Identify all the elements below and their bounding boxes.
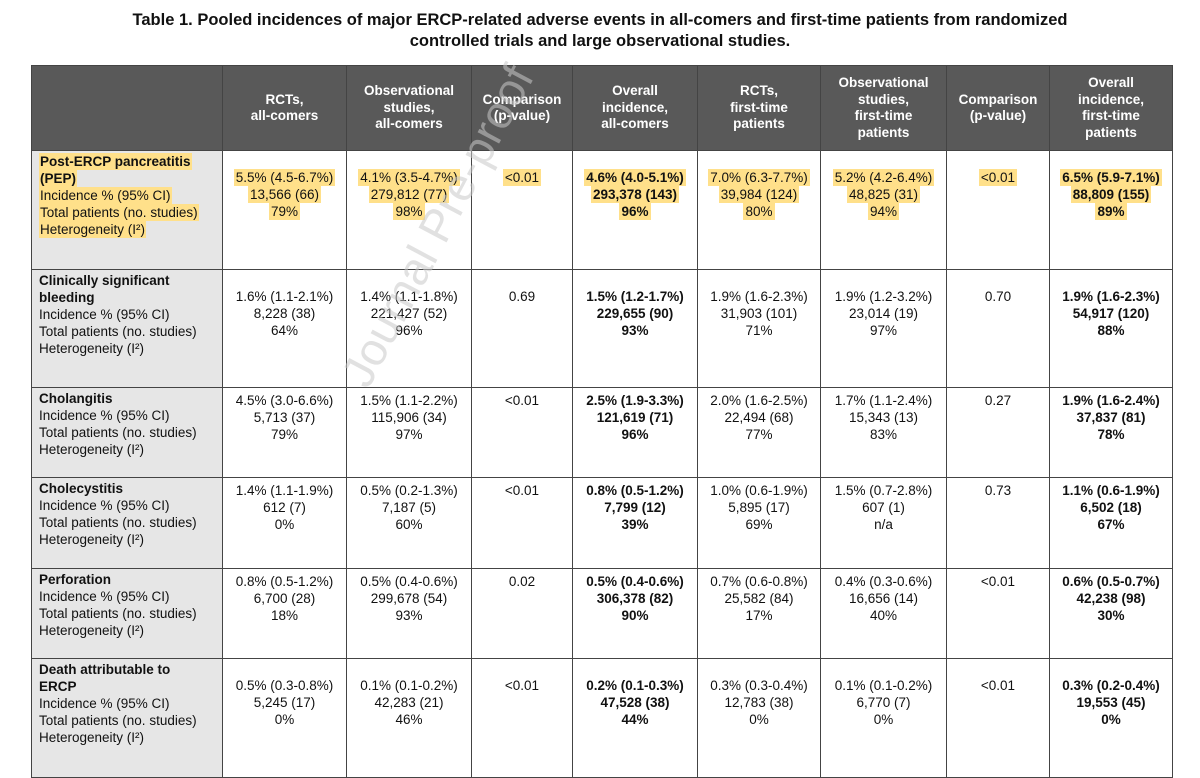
cell-rct-first: 7.0% (6.3-7.7%) 39,984 (124) 80%: [697, 150, 821, 270]
row-header: Post-ERCP pancreatitis (PEP) Incidence %…: [31, 150, 223, 270]
cell-rct-first: 0.3% (0.3-0.4%) 12,783 (38) 0%: [697, 658, 821, 778]
cell-obs-all: 1.4% (1.1-1.8%) 221,427 (52) 96%: [346, 269, 472, 388]
cell-p-value-1: <0.01: [471, 658, 573, 778]
cell-p-value-2: 0.27: [946, 387, 1050, 478]
cell-obs-first: 1.5% (0.7-2.8%) 607 (1) n/a: [820, 477, 947, 569]
cell-p-value-2: <0.01: [946, 150, 1050, 270]
table-row-cholecystitis: Cholecystitis Incidence % (95% CI) Total…: [31, 477, 1173, 569]
cell-obs-first: 1.7% (1.1-2.4%) 15,343 (13) 83%: [820, 387, 947, 478]
table-row-bleeding: Clinically significant bleeding Incidenc…: [31, 269, 1173, 388]
adverse-events-table: RCTs, all-comers Observational studies, …: [31, 65, 1173, 778]
cell-obs-all: 4.1% (3.5-4.7%) 279,812 (77) 98%: [346, 150, 472, 270]
table-row-cholangitis: Cholangitis Incidence % (95% CI) Total p…: [31, 387, 1173, 478]
cell-overall-first: 1.1% (0.6-1.9%) 6,502 (18) 67%: [1049, 477, 1173, 569]
cell-rct-all: 0.5% (0.3-0.8%) 5,245 (17) 0%: [222, 658, 347, 778]
cell-rct-first: 2.0% (1.6-2.5%) 22,494 (68) 77%: [697, 387, 821, 478]
cell-overall-first: 1.9% (1.6-2.3%) 54,917 (120) 88%: [1049, 269, 1173, 388]
cell-overall-first: 6.5% (5.9-7.1%) 88,809 (155) 89%: [1049, 150, 1173, 270]
cell-obs-all: 1.5% (1.1-2.2%) 115,906 (34) 97%: [346, 387, 472, 478]
cell-overall-first: 0.6% (0.5-0.7%) 42,238 (98) 30%: [1049, 568, 1173, 659]
cell-overall-all: 2.5% (1.9-3.3%) 121,619 (71) 96%: [572, 387, 698, 478]
cell-p-value-1: <0.01: [471, 477, 573, 569]
header-comparison-2: Comparison (p-value): [946, 65, 1050, 151]
cell-obs-all: 0.5% (0.4-0.6%) 299,678 (54) 93%: [346, 568, 472, 659]
cell-obs-first: 0.1% (0.1-0.2%) 6,770 (7) 0%: [820, 658, 947, 778]
header-rct-all: RCTs, all-comers: [222, 65, 347, 151]
table-row-pep: Post-ERCP pancreatitis (PEP) Incidence %…: [31, 150, 1173, 270]
cell-rct-first: 1.9% (1.6-2.3%) 31,903 (101) 71%: [697, 269, 821, 388]
header-obs-all: Observational studies, all-comers: [346, 65, 472, 151]
cell-rct-all: 0.8% (0.5-1.2%) 6,700 (28) 18%: [222, 568, 347, 659]
cell-rct-all: 1.4% (1.1-1.9%) 612 (7) 0%: [222, 477, 347, 569]
header-overall-all: Overall incidence, all-comers: [572, 65, 698, 151]
cell-overall-first: 0.3% (0.2-0.4%) 19,553 (45) 0%: [1049, 658, 1173, 778]
table-row-death: Death attributable to ERCP Incidence % (…: [31, 658, 1173, 778]
cell-obs-first: 1.9% (1.2-3.2%) 23,014 (19) 97%: [820, 269, 947, 388]
row-header: Clinically significant bleeding Incidenc…: [31, 269, 223, 388]
table-title: Table 1. Pooled incidences of major ERCP…: [40, 10, 1160, 52]
cell-rct-all: 1.6% (1.1-2.1%) 8,228 (38) 64%: [222, 269, 347, 388]
row-header: Death attributable to ERCP Incidence % (…: [31, 658, 223, 778]
cell-overall-all: 4.6% (4.0-5.1%) 293,378 (143) 96%: [572, 150, 698, 270]
cell-rct-all: 5.5% (4.5-6.7%) 13,566 (66) 79%: [222, 150, 347, 270]
cell-rct-first: 1.0% (0.6-1.9%) 5,895 (17) 69%: [697, 477, 821, 569]
title-line-1: Table 1. Pooled incidences of major ERCP…: [132, 11, 1068, 29]
cell-p-value-2: 0.73: [946, 477, 1050, 569]
header-row: RCTs, all-comers Observational studies, …: [31, 65, 1173, 151]
cell-obs-first: 0.4% (0.3-0.6%) 16,656 (14) 40%: [820, 568, 947, 659]
table-row-perforation: Perforation Incidence % (95% CI) Total p…: [31, 568, 1173, 659]
cell-obs-first: 5.2% (4.2-6.4%) 48,825 (31) 94%: [820, 150, 947, 270]
header-comparison-1: Comparison (p-value): [471, 65, 573, 151]
header-corner: [31, 65, 223, 151]
cell-p-value-2: <0.01: [946, 568, 1050, 659]
row-header: Perforation Incidence % (95% CI) Total p…: [31, 568, 223, 659]
row-header: Cholecystitis Incidence % (95% CI) Total…: [31, 477, 223, 569]
cell-overall-all: 0.2% (0.1-0.3%) 47,528 (38) 44%: [572, 658, 698, 778]
cell-p-value-1: 0.69: [471, 269, 573, 388]
cell-overall-all: 0.8% (0.5-1.2%) 7,799 (12) 39%: [572, 477, 698, 569]
header-obs-first: Observational studies, first-time patien…: [820, 65, 947, 151]
cell-p-value-1: <0.01: [471, 150, 573, 270]
cell-p-value-1: <0.01: [471, 387, 573, 478]
cell-p-value-2: 0.70: [946, 269, 1050, 388]
cell-overall-all: 0.5% (0.4-0.6%) 306,378 (82) 90%: [572, 568, 698, 659]
cell-rct-all: 4.5% (3.0-6.6%) 5,713 (37) 79%: [222, 387, 347, 478]
cell-obs-all: 0.5% (0.2-1.3%) 7,187 (5) 60%: [346, 477, 472, 569]
cell-p-value-1: 0.02: [471, 568, 573, 659]
cell-overall-first: 1.9% (1.6-2.4%) 37,837 (81) 78%: [1049, 387, 1173, 478]
cell-obs-all: 0.1% (0.1-0.2%) 42,283 (21) 46%: [346, 658, 472, 778]
header-rct-first: RCTs, first-time patients: [697, 65, 821, 151]
cell-p-value-2: <0.01: [946, 658, 1050, 778]
title-line-2: controlled trials and large observationa…: [409, 32, 791, 50]
row-header: Cholangitis Incidence % (95% CI) Total p…: [31, 387, 223, 478]
header-overall-first: Overall incidence, first-time patients: [1049, 65, 1173, 151]
cell-overall-all: 1.5% (1.2-1.7%) 229,655 (90) 93%: [572, 269, 698, 388]
cell-rct-first: 0.7% (0.6-0.8%) 25,582 (84) 17%: [697, 568, 821, 659]
